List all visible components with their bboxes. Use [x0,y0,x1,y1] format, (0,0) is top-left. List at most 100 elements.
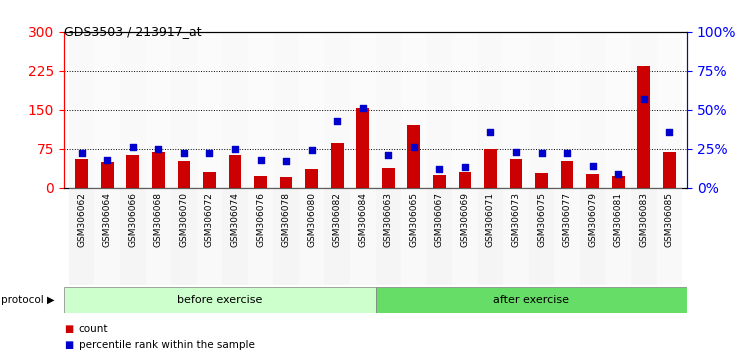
Point [204,150,216,156]
Bar [510,159,523,188]
Text: GSM306083: GSM306083 [639,193,648,247]
Bar [535,173,548,188]
Bar [120,188,146,285]
Bar [503,188,529,285]
Text: GSM306076: GSM306076 [256,193,265,247]
Bar [177,161,190,188]
Bar [401,32,427,188]
Text: ■: ■ [64,340,73,350]
Point [306,147,318,153]
Bar [146,32,171,188]
Bar [631,188,656,285]
Bar [254,176,267,188]
Bar [503,32,529,188]
Bar [452,188,478,285]
Point [638,96,650,102]
Text: after exercise: after exercise [493,295,569,305]
Text: protocol: protocol [1,295,44,305]
Bar [222,188,248,285]
Point [561,150,573,156]
Bar [605,32,631,188]
Bar [273,32,299,188]
Text: GSM306062: GSM306062 [77,193,86,247]
Text: GSM306067: GSM306067 [435,193,444,247]
Bar [222,32,248,188]
Text: GSM306081: GSM306081 [614,193,623,247]
Bar [382,168,395,188]
Text: GSM306075: GSM306075 [537,193,546,247]
Point [357,105,369,111]
Text: GSM306065: GSM306065 [409,193,418,247]
Bar [152,152,164,188]
Text: GSM306063: GSM306063 [384,193,393,247]
Bar [554,188,580,285]
Point [612,171,624,176]
Bar [612,176,625,188]
Text: GSM306070: GSM306070 [179,193,189,247]
Point [178,150,190,156]
Bar [580,188,605,285]
Bar [408,125,421,188]
Bar [459,172,472,188]
Text: GSM306079: GSM306079 [588,193,597,247]
Text: GSM306064: GSM306064 [103,193,112,247]
Point [510,149,522,155]
Text: GSM306066: GSM306066 [128,193,137,247]
Bar [299,188,324,285]
Bar [279,177,292,188]
Bar [69,32,95,188]
Text: GSM306072: GSM306072 [205,193,214,247]
Point [280,158,292,164]
Text: GSM306080: GSM306080 [307,193,316,247]
Text: GSM306084: GSM306084 [358,193,367,247]
Point [152,146,164,152]
Bar [248,188,273,285]
Point [127,144,139,150]
Bar [95,188,120,285]
Bar [484,149,497,188]
Point [663,129,675,135]
Bar [587,173,599,188]
Point [76,150,88,156]
Bar [171,188,197,285]
Point [484,129,496,135]
Text: percentile rank within the sample: percentile rank within the sample [79,340,255,350]
Text: GSM306074: GSM306074 [231,193,240,247]
Bar [171,32,197,188]
Bar [554,32,580,188]
Text: GSM306082: GSM306082 [333,193,342,247]
Bar [197,32,222,188]
Text: GSM306069: GSM306069 [460,193,469,247]
Bar [638,65,650,188]
Bar [529,188,554,285]
Point [535,150,547,156]
Point [408,144,420,150]
Point [255,157,267,162]
Bar [605,188,631,285]
Bar [126,155,139,188]
Bar [248,32,273,188]
Bar [203,172,216,188]
Bar [228,155,241,188]
Text: GSM306073: GSM306073 [511,193,520,247]
Text: GSM306068: GSM306068 [154,193,163,247]
Text: GDS3503 / 213917_at: GDS3503 / 213917_at [64,25,201,38]
Point [587,163,599,169]
Bar [427,32,452,188]
Point [459,165,471,170]
Text: ■: ■ [64,324,73,333]
Bar [478,32,503,188]
Point [229,146,241,152]
Point [331,118,343,124]
Bar [324,188,350,285]
Bar [197,188,222,285]
Text: ▶: ▶ [47,295,55,305]
Bar [663,152,676,188]
Bar [95,32,120,188]
Bar [401,188,427,285]
Bar [427,188,452,285]
Bar [75,159,88,188]
Point [382,152,394,158]
Bar [299,32,324,188]
Bar [478,188,503,285]
